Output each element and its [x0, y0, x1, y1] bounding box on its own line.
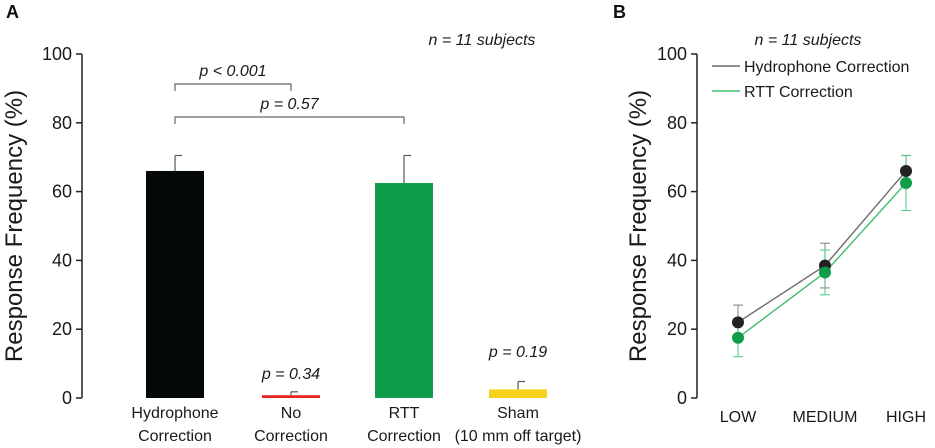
y-tick-label-a: 0 — [62, 388, 72, 408]
x-tick-label: LOW — [720, 409, 757, 426]
y-tick-label-a: 80 — [52, 113, 72, 133]
bar — [146, 170, 204, 398]
bar-p-value: p = 0.19 — [488, 344, 547, 361]
data-point — [732, 316, 744, 329]
significance-bracket — [174, 83, 292, 91]
y-tick-label-a: 20 — [52, 319, 72, 339]
data-point — [819, 266, 831, 279]
data-point — [900, 164, 912, 177]
bracket-p-value: p < 0.001 — [198, 63, 266, 80]
y-tick-label-a: 100 — [42, 44, 72, 64]
bar — [375, 183, 433, 398]
y-tick-label-b: 0 — [677, 388, 687, 408]
category-label: Correction — [138, 428, 212, 445]
legend-label: RTT Correction — [744, 84, 853, 101]
bar — [489, 389, 547, 398]
series-line — [737, 170, 907, 323]
category-label: Correction — [367, 428, 441, 445]
bracket-p-value: p = 0.57 — [259, 96, 319, 113]
sample-size-a: n = 11 subjects — [429, 32, 536, 49]
y-tick-label-b: 60 — [667, 182, 687, 202]
y-tick-label-b: 40 — [667, 250, 687, 270]
y-tick-label-b: 80 — [667, 113, 687, 133]
data-point — [732, 331, 744, 344]
panel-letter-b: B — [613, 2, 626, 22]
category-label: Hydrophone — [131, 405, 218, 422]
category-label: Correction — [254, 428, 328, 445]
y-tick-label-a: 40 — [52, 250, 72, 270]
panel-letter-a: A — [6, 2, 19, 22]
category-label: Sham — [497, 405, 539, 422]
category-label: (10 mm off target) — [455, 428, 582, 445]
x-tick-label: HIGH — [886, 409, 926, 426]
significance-bracket — [174, 116, 405, 124]
sample-size-b: n = 11 subjects — [755, 32, 862, 49]
bar-p-value: p = 0.34 — [261, 366, 320, 383]
category-label: No — [281, 405, 302, 422]
y-axis-label-a: Response Frequency (%) — [1, 90, 28, 362]
y-tick-label-b: 20 — [667, 319, 687, 339]
x-tick-label: MEDIUM — [793, 409, 858, 426]
legend-label: Hydrophone Correction — [744, 59, 909, 76]
category-label: RTT — [389, 405, 420, 422]
data-point — [900, 177, 912, 189]
bar — [262, 395, 320, 398]
y-tick-label-a: 60 — [52, 182, 72, 202]
y-axis-label-b: Response Frequency (%) — [625, 90, 652, 362]
y-tick-label-b: 100 — [657, 44, 687, 64]
